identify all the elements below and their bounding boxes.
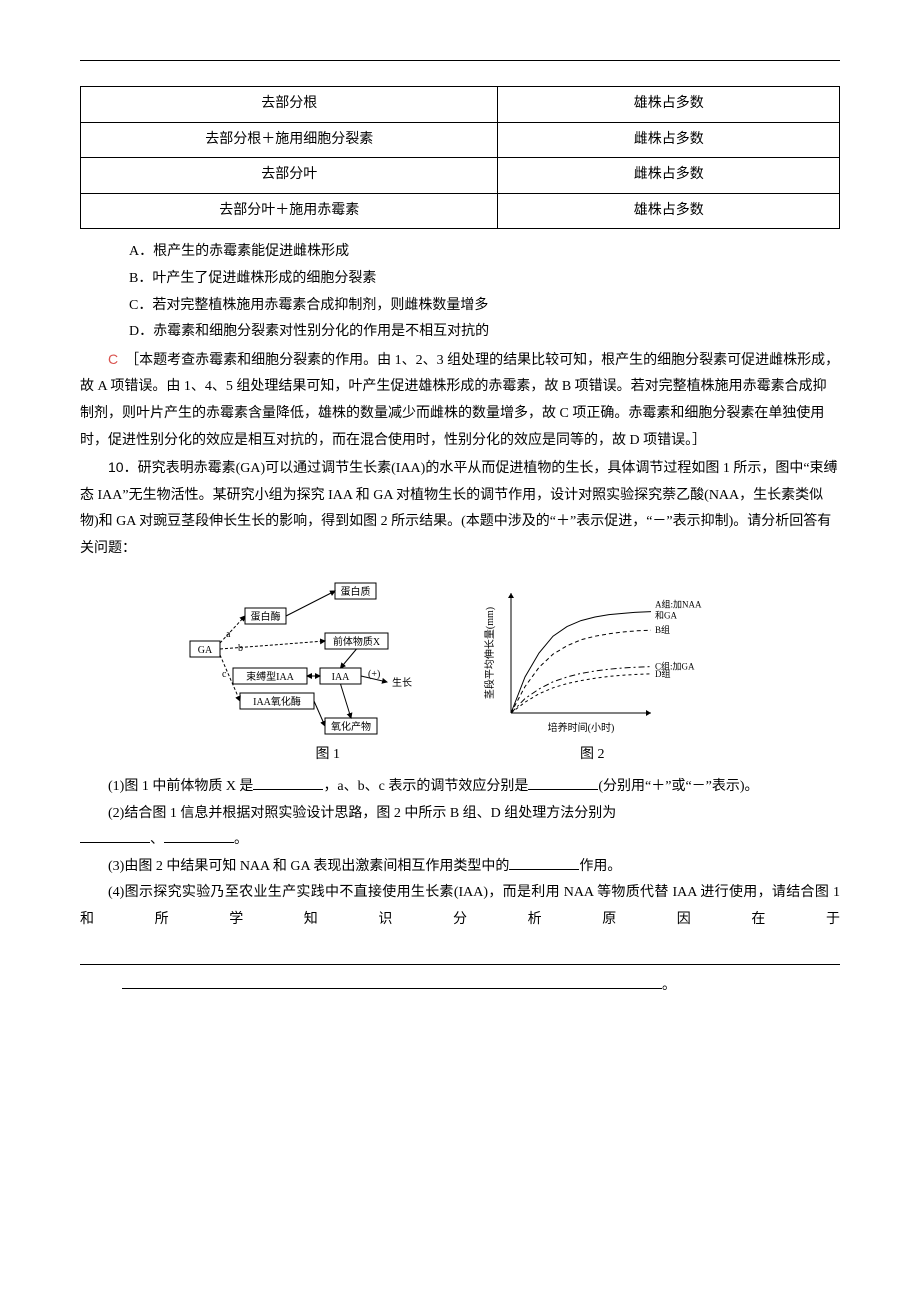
- figure-2: 培养时间(小时)茎段平均伸长量(mm)A组:加NAA和GAB组C组:加GAD组: [475, 573, 735, 738]
- blank: [528, 775, 598, 790]
- svg-text:束缚型IAA: 束缚型IAA: [246, 670, 295, 683]
- experiment-table: 去部分根雄株占多数去部分根＋施用细胞分裂素雌株占多数去部分叶雌株占多数去部分叶＋…: [80, 86, 840, 229]
- q10-stem-text: 研究表明赤霉素(GA)可以通过调节生长素(IAA)的水平从而促进植物的生长，具体…: [80, 461, 838, 556]
- option-b: B．叶产生了促进雌株形成的细胞分裂素: [80, 266, 840, 293]
- blank: [509, 855, 579, 870]
- answer-paragraph: C ［本题考查赤霉素和细胞分裂素的作用。由 1、2、3 组处理的结果比较可知，根…: [80, 346, 840, 454]
- svg-text:c: c: [222, 669, 227, 680]
- svg-text:D组: D组: [655, 667, 671, 678]
- q10-sub4-a: (4)图示探究实验乃至农业生产实践中不直接使用生长素(IAA)，而是利用 NAA…: [80, 885, 840, 927]
- svg-text:前体物质X: 前体物质X: [333, 635, 381, 648]
- blank: [164, 828, 234, 843]
- fig1-caption: 图 1: [316, 742, 341, 769]
- table-cell: 去部分根＋施用细胞分裂素: [81, 122, 498, 158]
- table-cell: 雌株占多数: [498, 158, 840, 194]
- option-a: A．根产生的赤霉素能促进雌株形成: [80, 239, 840, 266]
- svg-text:(+): (+): [368, 669, 380, 680]
- long-blank-1: [80, 942, 840, 965]
- q10-sub2-sep: 、: [150, 832, 164, 847]
- table-cell: 去部分根: [81, 87, 498, 123]
- svg-text:生长: 生长: [392, 676, 412, 689]
- q10-sub2-end: 。: [234, 832, 248, 847]
- svg-text:B组: B组: [655, 624, 670, 635]
- svg-text:A组:加NAA: A组:加NAA: [655, 598, 702, 609]
- figure-captions: 图 1 图 2: [80, 742, 840, 769]
- svg-text:b: b: [238, 643, 243, 654]
- header-rule: [80, 60, 840, 61]
- q10-sub3: (3)由图 2 中结果可知 NAA 和 GA 表现出激素间相互作用类型中的 作用。: [80, 854, 840, 881]
- svg-text:蛋白质: 蛋白质: [341, 585, 371, 598]
- q10-sub2-text: (2)结合图 1 信息并根据对照实验设计思路，图 2 中所示 B 组、D 组处理…: [108, 806, 616, 821]
- table-cell: 雌株占多数: [498, 122, 840, 158]
- table-cell: 去部分叶: [81, 158, 498, 194]
- page: 去部分根雄株占多数去部分根＋施用细胞分裂素雌株占多数去部分叶雌株占多数去部分叶＋…: [0, 0, 920, 1302]
- svg-text:a: a: [226, 629, 231, 640]
- svg-text:氧化产物: 氧化产物: [331, 720, 371, 733]
- answer-explanation: ［本题考查赤霉素和细胞分裂素的作用。由 1、2、3 组处理的结果比较可知，根产生…: [80, 353, 839, 448]
- svg-text:IAA氧化酶: IAA氧化酶: [253, 695, 301, 708]
- q10-sub3-a: (3)由图 2 中结果可知 NAA 和 GA 表现出激素间相互作用类型中的: [108, 859, 509, 874]
- blank: [80, 828, 150, 843]
- blank: [122, 974, 662, 989]
- q10-sub1-b: ，a、b、c 表示的调节效应分别是: [323, 779, 528, 794]
- q10-sub1-c: (分别用“＋”或“－”表示)。: [598, 779, 758, 794]
- answer-letter: C: [108, 351, 118, 367]
- q10-sub1-a: (1)图 1 中前体物质 X 是: [108, 779, 253, 794]
- figures-row: 蛋白质蛋白酶前体物质X GA 束缚型IAA IAA 生长 IAA氧化酶氧化产物 (+) ab c…: [80, 573, 840, 738]
- q10-sub3-b: 作用。: [579, 859, 621, 874]
- q10-sub4: (4)图示探究实验乃至农业生产实践中不直接使用生长素(IAA)，而是利用 NAA…: [80, 880, 840, 933]
- option-d: D．赤霉素和细胞分裂素对性别分化的作用是不相互对抗的: [80, 319, 840, 346]
- q10-sub4-line2: 。: [80, 973, 840, 1000]
- svg-text:GA: GA: [198, 645, 213, 656]
- svg-text:和GA: 和GA: [655, 610, 677, 620]
- option-c: C．若对完整植株施用赤霉素合成抑制剂，则雌株数量增多: [80, 293, 840, 320]
- svg-text:茎段平均伸长量(mm): 茎段平均伸长量(mm): [483, 606, 496, 698]
- fig2-caption: 图 2: [580, 742, 605, 769]
- table-cell: 雄株占多数: [498, 193, 840, 229]
- figure-1: 蛋白质蛋白酶前体物质X GA 束缚型IAA IAA 生长 IAA氧化酶氧化产物 (+) ab c: [185, 573, 435, 738]
- svg-text:蛋白酶: 蛋白酶: [251, 610, 281, 623]
- table-cell: 雄株占多数: [498, 87, 840, 123]
- svg-text:IAA: IAA: [332, 672, 351, 683]
- q10-sub2-blanks: 、。: [80, 827, 840, 854]
- blank: [253, 775, 323, 790]
- q10-sub4-end: 。: [662, 978, 676, 993]
- q10-sub1: (1)图 1 中前体物质 X 是 ，a、b、c 表示的调节效应分别是 (分别用“＋”…: [80, 774, 840, 801]
- q10-number: 10．: [108, 459, 138, 475]
- q10-sub2: (2)结合图 1 信息并根据对照实验设计思路，图 2 中所示 B 组、D 组处理…: [80, 801, 840, 828]
- table-cell: 去部分叶＋施用赤霉素: [81, 193, 498, 229]
- q10-stem: 10．研究表明赤霉素(GA)可以通过调节生长素(IAA)的水平从而促进植物的生长…: [80, 454, 840, 562]
- svg-text:培养时间(小时): 培养时间(小时): [548, 721, 615, 734]
